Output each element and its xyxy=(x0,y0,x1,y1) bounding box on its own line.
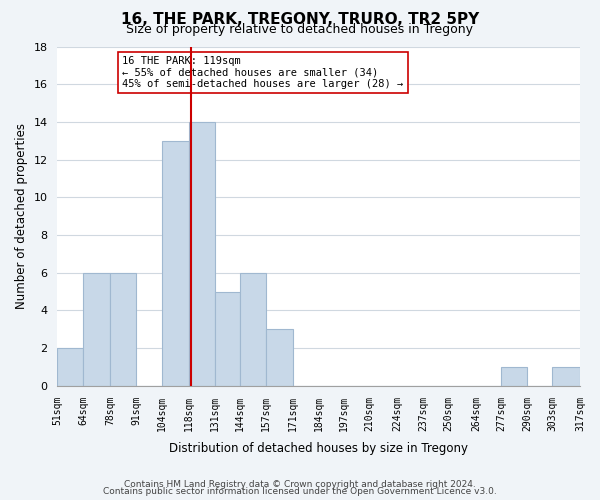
Bar xyxy=(215,292,240,386)
X-axis label: Distribution of detached houses by size in Tregony: Distribution of detached houses by size … xyxy=(169,442,468,455)
Bar xyxy=(58,348,83,386)
Bar xyxy=(502,367,527,386)
Bar xyxy=(83,273,110,386)
Bar xyxy=(110,273,136,386)
Bar xyxy=(189,122,215,386)
Bar xyxy=(553,367,580,386)
Bar xyxy=(240,273,266,386)
Text: 16, THE PARK, TREGONY, TRURO, TR2 5PY: 16, THE PARK, TREGONY, TRURO, TR2 5PY xyxy=(121,12,479,28)
Text: Contains HM Land Registry data © Crown copyright and database right 2024.: Contains HM Land Registry data © Crown c… xyxy=(124,480,476,489)
Text: Contains public sector information licensed under the Open Government Licence v3: Contains public sector information licen… xyxy=(103,487,497,496)
Bar xyxy=(266,330,293,386)
Text: 16 THE PARK: 119sqm
← 55% of detached houses are smaller (34)
45% of semi-detach: 16 THE PARK: 119sqm ← 55% of detached ho… xyxy=(122,56,403,89)
Y-axis label: Number of detached properties: Number of detached properties xyxy=(15,123,28,309)
Bar xyxy=(161,141,189,386)
Text: Size of property relative to detached houses in Tregony: Size of property relative to detached ho… xyxy=(127,22,473,36)
